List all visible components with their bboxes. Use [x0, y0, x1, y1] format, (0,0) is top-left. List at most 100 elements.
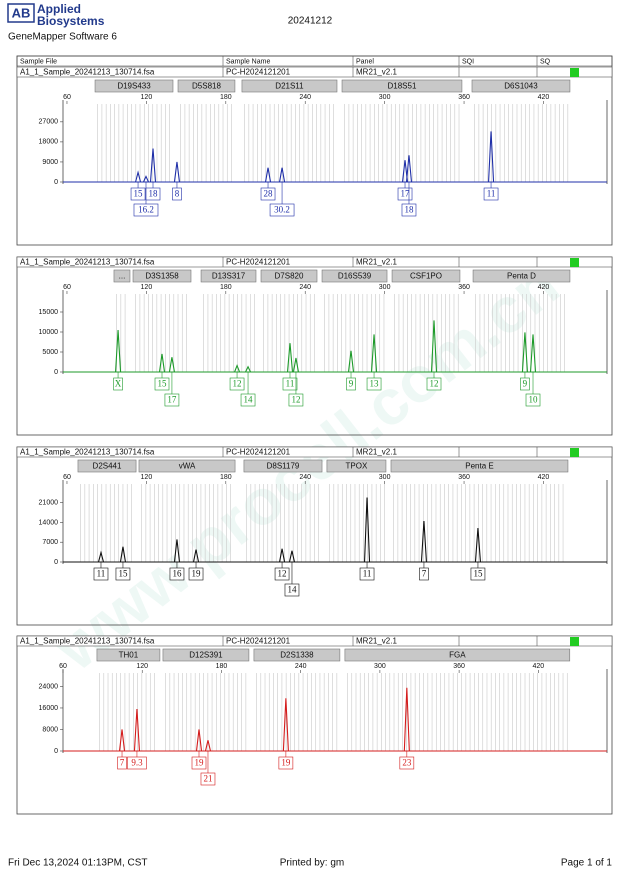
peak	[234, 364, 241, 373]
y-tick-label: 0	[54, 369, 58, 376]
allele-box	[282, 377, 298, 391]
marker-box	[138, 459, 236, 473]
allele-box	[401, 203, 417, 217]
marker-name: D8S1179	[267, 462, 300, 471]
peak	[119, 546, 127, 563]
allele-label: 17	[401, 189, 411, 199]
peak	[158, 353, 166, 373]
allele-box	[278, 756, 294, 770]
allele-label: 14	[287, 585, 297, 595]
marker-name: CSF1PO	[410, 272, 442, 281]
allele-box	[240, 393, 256, 407]
peak	[430, 320, 438, 373]
marker-box	[391, 269, 461, 283]
allele-box	[288, 393, 304, 407]
panel-name: MR21_v2.1	[356, 448, 397, 457]
marker-name: D19S433	[117, 82, 151, 91]
allele-box	[191, 756, 207, 770]
peak	[245, 365, 252, 373]
allele-box	[269, 203, 295, 217]
sample-name: PC-H2024121201	[226, 637, 291, 646]
marker-name: D3S1358	[145, 272, 179, 281]
allele-box	[470, 567, 486, 581]
allele-label: 28	[264, 189, 274, 199]
marker-name: D5S818	[192, 82, 221, 91]
peak	[488, 131, 495, 183]
peak	[192, 549, 200, 563]
x-tick-label: 180	[220, 474, 232, 481]
x-tick-label: 240	[295, 663, 307, 670]
marker-box	[94, 79, 174, 93]
allele-label: 21	[203, 774, 212, 784]
allele-box	[426, 377, 442, 391]
allele-label: 14	[244, 395, 254, 405]
brand: Biosystems	[37, 14, 105, 28]
allele-box	[145, 187, 161, 201]
logo: AB	[12, 5, 31, 20]
peak	[403, 687, 410, 752]
sample-row	[16, 635, 613, 647]
peak	[168, 357, 175, 373]
allele-label: 19	[192, 569, 202, 579]
title: 20241212	[288, 16, 333, 27]
marker-box	[200, 269, 257, 283]
quality-flag	[570, 68, 579, 77]
peak	[292, 357, 299, 373]
allele-box	[130, 187, 146, 201]
marker-box	[260, 269, 318, 283]
allele-label: 19	[281, 758, 291, 768]
allele-box	[188, 567, 204, 581]
peak	[135, 170, 142, 183]
x-tick-label: 360	[458, 94, 470, 101]
x-tick-label: 420	[538, 474, 550, 481]
x-tick-label: 120	[141, 284, 153, 291]
marker-box	[390, 459, 569, 473]
marker-name: D6S1043	[504, 82, 538, 91]
marker-name: TPOX	[346, 462, 368, 471]
allele-box	[164, 393, 180, 407]
sample-row	[16, 66, 613, 78]
peak	[282, 698, 289, 752]
peak	[149, 148, 157, 183]
allele-box	[154, 377, 170, 391]
marker-box	[471, 79, 571, 93]
x-tick-label: 360	[453, 663, 465, 670]
peak	[405, 155, 413, 183]
peak	[363, 497, 371, 563]
peak	[133, 709, 140, 752]
x-tick-label: 360	[458, 474, 470, 481]
marker-box	[341, 79, 463, 93]
allele-box	[359, 567, 375, 581]
column-label: SQI	[462, 58, 474, 65]
x-tick-label: 120	[141, 474, 153, 481]
footer-printed: Printed by: gm	[280, 858, 344, 869]
allele-box	[93, 567, 109, 581]
peak	[279, 167, 286, 183]
allele-label: 12	[430, 379, 439, 389]
allele-label: 18	[404, 205, 414, 215]
y-tick-label: 9000	[42, 159, 58, 166]
peak	[118, 729, 126, 752]
quality-flag	[570, 448, 579, 457]
allele-box	[397, 187, 413, 201]
peak	[264, 167, 272, 183]
marker-box	[177, 79, 236, 93]
peak	[115, 329, 122, 373]
peak	[286, 343, 294, 373]
allele-label: 11	[97, 569, 106, 579]
peak	[521, 332, 528, 373]
allele-label: 13	[370, 379, 380, 389]
x-tick-label: 60	[63, 94, 71, 101]
sample-name: PC-H2024121201	[226, 448, 291, 457]
allele-label: 15	[473, 569, 483, 579]
quality-flag	[570, 258, 579, 267]
allele-label: 23	[402, 758, 412, 768]
allele-box	[399, 756, 415, 770]
marker-name: D18S51	[388, 82, 417, 91]
allele-label: 10	[529, 395, 539, 405]
column-label: SQ	[540, 58, 551, 65]
marker-name: Penta D	[507, 272, 536, 281]
column-label: Panel	[356, 58, 374, 65]
x-tick-label: 360	[458, 284, 470, 291]
x-tick-label: 60	[63, 474, 71, 481]
